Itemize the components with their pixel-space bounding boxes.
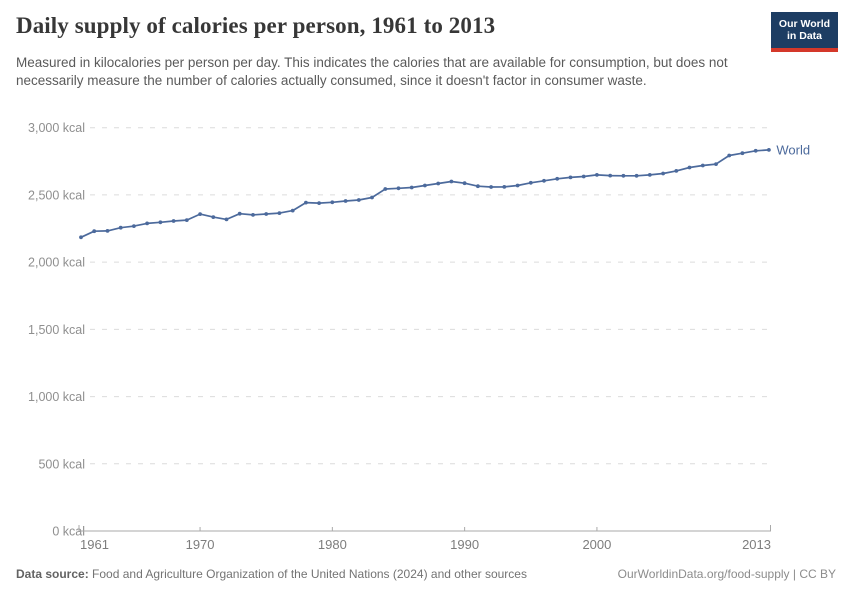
data-point-marker xyxy=(528,180,533,185)
data-point-marker xyxy=(568,175,573,180)
data-source-text: Food and Agriculture Organization of the… xyxy=(88,567,527,581)
y-axis-tick-label: 2,000 kcal xyxy=(28,256,85,270)
x-axis-tick-label: 2000 xyxy=(582,537,611,552)
y-axis-tick-label: 500 kcal xyxy=(38,457,85,471)
data-point-marker xyxy=(423,183,427,188)
x-axis-tick-label: 1970 xyxy=(186,537,215,552)
x-axis-tick-label: 2013 xyxy=(742,537,771,552)
data-point-marker xyxy=(515,183,520,188)
page-title: Daily supply of calories per person, 196… xyxy=(16,13,496,38)
data-point-marker xyxy=(237,211,242,216)
data-point-marker xyxy=(767,148,771,152)
data-point-marker xyxy=(118,225,123,230)
data-point-marker xyxy=(409,185,414,190)
x-axis-tick-label: 1961 xyxy=(80,537,109,552)
owid-logo-line2: in Data xyxy=(786,30,822,42)
data-point-marker xyxy=(171,219,176,223)
data-point-marker xyxy=(542,178,546,183)
data-point-marker xyxy=(211,215,216,220)
data-point-marker xyxy=(647,173,652,177)
data-point-marker xyxy=(92,229,97,234)
data-point-marker xyxy=(317,201,321,206)
data-point-marker xyxy=(356,198,361,202)
y-axis-tick-label: 1,000 kcal xyxy=(28,390,85,404)
data-point-marker xyxy=(489,185,493,189)
data-point-marker xyxy=(595,173,599,177)
data-point-marker xyxy=(502,185,507,189)
data-point-marker xyxy=(145,221,150,226)
data-point-marker xyxy=(79,235,83,240)
data-point-marker xyxy=(700,163,705,168)
x-axis-tick-label: 1980 xyxy=(318,537,347,552)
data-point-marker xyxy=(132,224,136,229)
y-axis-tick-label: 3,000 kcal xyxy=(28,121,85,135)
series-entity-label: World xyxy=(776,142,810,157)
chart-footer: Data source: Food and Agriculture Organi… xyxy=(16,567,836,581)
data-point-marker xyxy=(396,186,401,191)
data-point-marker xyxy=(304,200,308,205)
data-point-marker xyxy=(476,184,480,189)
data-point-marker xyxy=(343,199,348,203)
data-point-marker xyxy=(740,151,745,156)
y-axis-tick-label: 1,500 kcal xyxy=(28,323,85,337)
data-point-marker xyxy=(290,208,295,213)
data-point-marker xyxy=(727,153,732,158)
data-point-marker xyxy=(330,200,335,205)
data-point-marker xyxy=(687,165,692,170)
data-point-marker xyxy=(198,212,203,217)
chart-subtitle: Measured in kilocalories per person per … xyxy=(16,55,728,88)
data-point-marker xyxy=(674,169,679,173)
y-axis-tick-label: 2,500 kcal xyxy=(28,188,85,202)
data-point-marker xyxy=(158,220,163,225)
data-point-marker xyxy=(753,148,758,153)
data-point-marker xyxy=(661,171,665,176)
data-point-marker xyxy=(714,162,718,167)
data-point-marker xyxy=(264,212,269,216)
data-point-marker xyxy=(621,173,626,178)
data-point-marker xyxy=(581,174,586,179)
data-point-marker xyxy=(449,179,454,184)
data-point-marker xyxy=(634,173,639,178)
x-axis-tick-label: 1990 xyxy=(450,537,479,552)
data-point-marker xyxy=(277,211,282,216)
data-point-marker xyxy=(555,176,560,181)
footer-license-link: OurWorldinData.org/food-supply | CC BY xyxy=(617,567,836,581)
data-point-marker xyxy=(436,181,441,186)
data-point-marker xyxy=(370,195,374,200)
y-axis-tick-label: 0 kcal xyxy=(52,525,85,539)
world-series-line xyxy=(80,149,770,239)
data-source-note: Data source: Food and Agriculture Organi… xyxy=(16,567,527,581)
owid-logo: Our World in Data xyxy=(771,12,838,52)
data-point-marker xyxy=(251,213,255,217)
data-point-marker xyxy=(383,187,388,191)
x-axis-line xyxy=(78,525,771,532)
data-point-marker xyxy=(608,173,613,178)
data-point-marker xyxy=(184,218,189,223)
data-source-label: Data source: xyxy=(16,567,89,581)
data-point-marker xyxy=(224,217,229,222)
owid-logo-line1: Our World xyxy=(778,17,831,30)
data-point-marker xyxy=(105,229,110,233)
data-point-marker xyxy=(462,181,467,186)
